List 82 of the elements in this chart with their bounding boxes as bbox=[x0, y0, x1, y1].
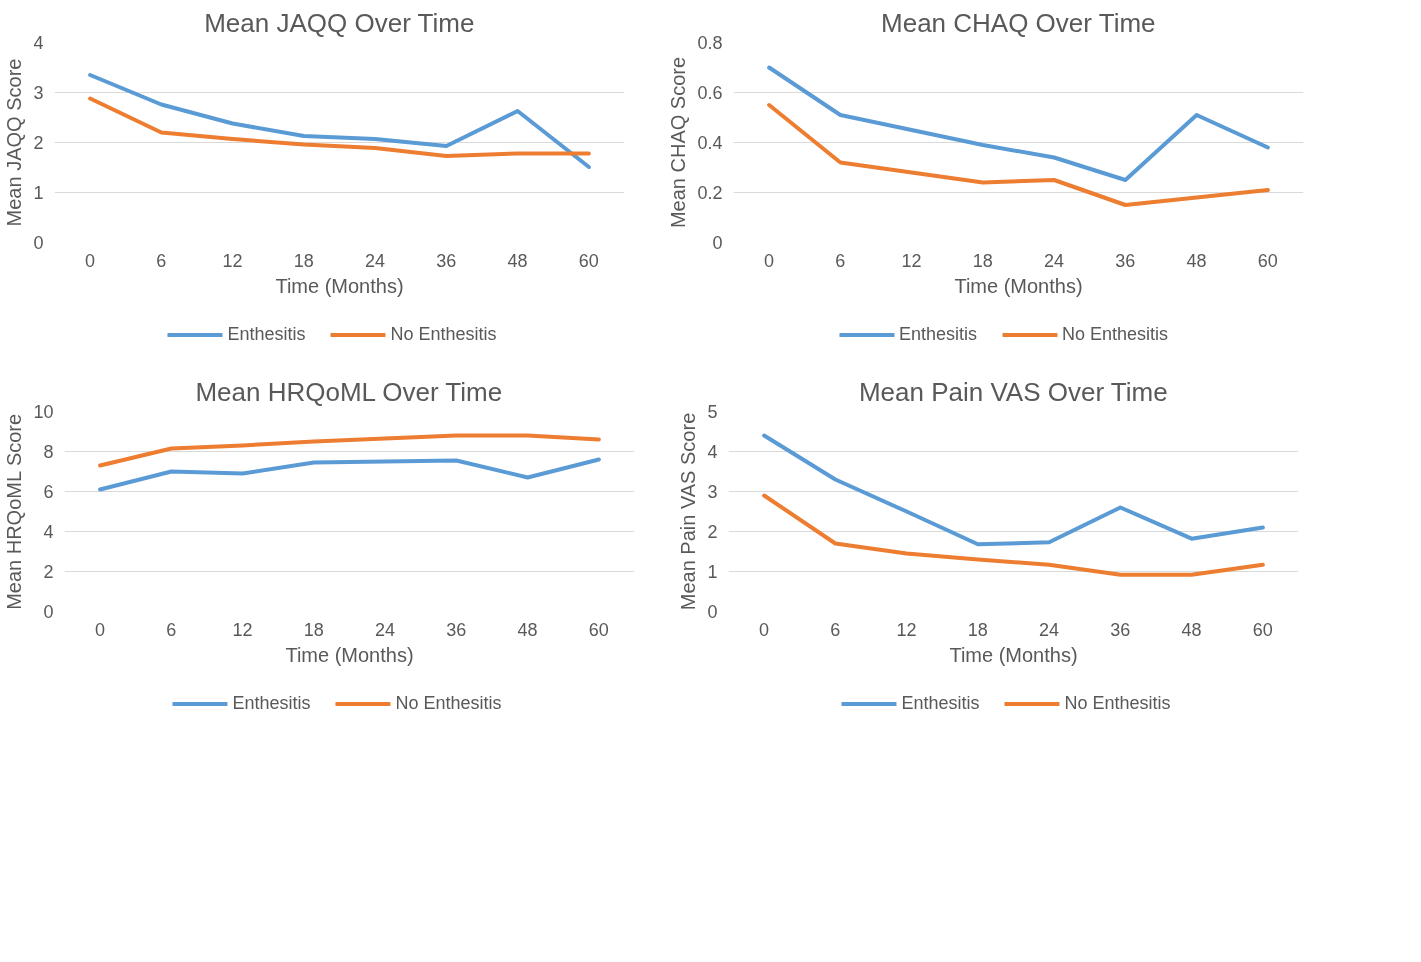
y-axis-title: Mean HRQoML Score bbox=[3, 413, 26, 610]
x-tick-label: 36 bbox=[1110, 619, 1131, 640]
x-tick-label: 18 bbox=[303, 619, 324, 640]
y-tick-label: 3 bbox=[33, 83, 44, 103]
x-tick-label: 60 bbox=[1257, 250, 1278, 271]
x-tick-label: 6 bbox=[156, 250, 167, 271]
y-tick-label: 8 bbox=[43, 442, 54, 462]
x-tick-label: 24 bbox=[1039, 619, 1060, 640]
line-series bbox=[88, 73, 591, 169]
legend-label: Enthesitis bbox=[901, 692, 980, 714]
y-tick-label: 0 bbox=[43, 602, 54, 622]
legend-label: No Enthesitis bbox=[390, 323, 497, 345]
y-tick-label: 6 bbox=[43, 482, 54, 502]
y-tick-label: 3 bbox=[707, 482, 718, 502]
y-tick-label: 2 bbox=[707, 522, 718, 542]
line-series bbox=[88, 96, 591, 158]
y-tick-label: 4 bbox=[33, 33, 44, 53]
x-tick-label: 60 bbox=[588, 619, 609, 640]
y-tick-label: 2 bbox=[33, 133, 44, 153]
x-tick-label: 18 bbox=[967, 619, 988, 640]
y-axis-title: Mean JAQQ Score bbox=[3, 58, 26, 227]
legend-label: No Enthesitis bbox=[1061, 323, 1169, 345]
x-axis-title: Time (Months) bbox=[275, 274, 404, 297]
legend-label: Enthesitis bbox=[232, 692, 311, 714]
y-tick-label: 0 bbox=[707, 602, 718, 622]
x-tick-label: 24 bbox=[365, 250, 386, 271]
chart-title: Mean JAQQ Over Time bbox=[204, 7, 475, 38]
legend-label: Enthesitis bbox=[898, 323, 977, 345]
y-tick-label: 0 bbox=[712, 233, 723, 253]
x-tick-label: 24 bbox=[375, 619, 396, 640]
x-tick-label: 12 bbox=[901, 250, 922, 271]
y-tick-label: 10 bbox=[33, 402, 54, 422]
legend-label: No Enthesitis bbox=[1064, 692, 1171, 714]
y-tick-label: 2 bbox=[43, 562, 54, 582]
y-tick-label: 1 bbox=[707, 562, 718, 582]
legend-label: No Enthesitis bbox=[395, 692, 502, 714]
chart-title: Mean HRQoML Over Time bbox=[195, 376, 503, 407]
x-tick-label: 12 bbox=[232, 619, 253, 640]
x-tick-label: 24 bbox=[1044, 250, 1065, 271]
x-tick-label: 36 bbox=[436, 250, 457, 271]
y-tick-label: 4 bbox=[707, 442, 718, 462]
x-tick-label: 60 bbox=[1252, 619, 1273, 640]
x-tick-label: 36 bbox=[1115, 250, 1136, 271]
y-tick-label: 1 bbox=[33, 183, 44, 203]
x-tick-label: 48 bbox=[507, 250, 528, 271]
x-axis-title: Time (Months) bbox=[949, 643, 1078, 666]
x-tick-label: 12 bbox=[896, 619, 917, 640]
line-series bbox=[767, 65, 1270, 182]
x-tick-label: 48 bbox=[1186, 250, 1207, 271]
y-tick-label: 0.4 bbox=[697, 133, 723, 153]
line-series bbox=[762, 433, 1265, 547]
x-tick-label: 6 bbox=[830, 619, 841, 640]
line-series bbox=[98, 433, 601, 468]
chart-title: Mean Pain VAS Over Time bbox=[858, 376, 1168, 407]
x-tick-label: 18 bbox=[972, 250, 993, 271]
x-tick-label: 0 bbox=[759, 619, 770, 640]
y-tick-label: 0.2 bbox=[697, 183, 723, 203]
x-axis-title: Time (Months) bbox=[285, 643, 414, 666]
x-axis-title: Time (Months) bbox=[954, 274, 1083, 297]
x-tick-label: 0 bbox=[85, 250, 96, 271]
x-tick-label: 36 bbox=[446, 619, 467, 640]
x-tick-label: 0 bbox=[95, 619, 106, 640]
line-series bbox=[767, 103, 1270, 207]
line-series bbox=[98, 457, 601, 492]
y-tick-label: 0 bbox=[33, 233, 44, 253]
y-tick-label: 0.6 bbox=[697, 83, 723, 103]
x-tick-label: 60 bbox=[578, 250, 599, 271]
y-axis-title: Mean CHAQ Score bbox=[667, 56, 690, 229]
y-axis-title: Mean Pain VAS Score bbox=[677, 412, 700, 611]
chart-title: Mean CHAQ Over Time bbox=[881, 7, 1156, 38]
x-tick-label: 6 bbox=[166, 619, 177, 640]
y-tick-label: 4 bbox=[43, 522, 54, 542]
x-tick-label: 48 bbox=[1181, 619, 1202, 640]
x-tick-label: 18 bbox=[293, 250, 314, 271]
y-tick-label: 0.8 bbox=[697, 33, 723, 53]
x-tick-label: 0 bbox=[764, 250, 775, 271]
legend-label: Enthesitis bbox=[227, 323, 306, 345]
x-tick-label: 6 bbox=[835, 250, 846, 271]
y-tick-label: 5 bbox=[707, 402, 718, 422]
x-tick-label: 12 bbox=[222, 250, 243, 271]
line-series bbox=[762, 493, 1265, 577]
x-tick-label: 48 bbox=[517, 619, 538, 640]
